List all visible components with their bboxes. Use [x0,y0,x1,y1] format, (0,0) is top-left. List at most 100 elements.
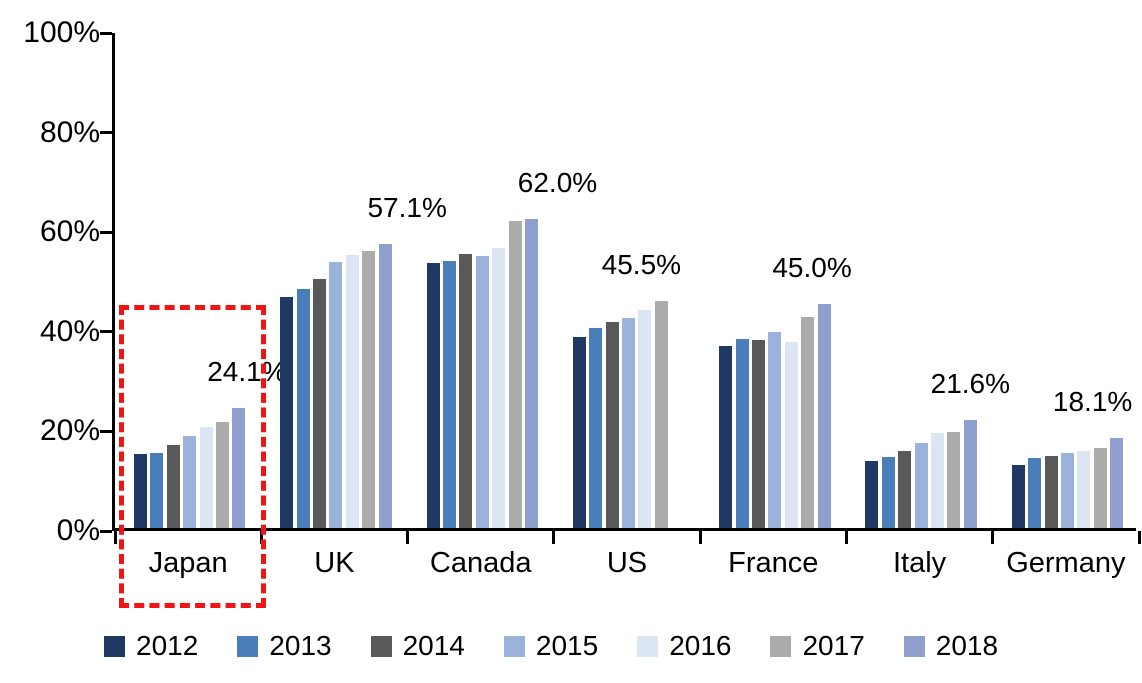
bar-italy-2013 [881,457,895,528]
bar-japan-2017 [216,422,229,528]
bar-germany-2012 [1011,465,1025,528]
category-label-italy: Italy [892,547,947,579]
category-label-canada: Canada [429,547,532,579]
data-label-us: 45.5% [601,249,682,281]
bar-japan-2018 [232,407,246,528]
legend-swatch-2017 [770,635,792,657]
highlight-box-japan [119,305,267,608]
y-axis-label: 20% [39,414,100,448]
bar-us-2015 [622,317,636,528]
bar-japan-2016 [199,426,213,528]
legend-label-2016: 2016 [669,630,732,661]
legend-swatch-2014 [370,635,392,657]
x-axis-tick [552,531,556,544]
bar-germany-2016 [1077,451,1091,528]
bar-uk-2014 [313,279,327,528]
bar-us-2017 [654,301,668,528]
bar-uk-2015 [329,262,343,528]
plot-area: 0% 20% 40% 60% 80% 100% Japan 24.1% UK 57.1% Canad… [23,16,1141,608]
legend-swatch-2013 [237,635,259,657]
bar-uk-2013 [296,288,310,528]
bar-group-germany [993,33,1139,528]
legend-swatch-2012 [104,635,125,657]
bar-canada-2015 [475,255,489,528]
legend-item-2014: 2014 [370,630,465,662]
y-axis-label: 80% [39,115,100,149]
y-axis-tick [100,429,112,433]
bar-us-2014 [605,322,619,528]
legend-label-2012: 2012 [136,630,199,661]
bar-france-2014 [751,339,765,528]
bar-us-2016 [638,310,652,528]
bar-uk-2016 [345,255,359,528]
bar-canada-2014 [459,254,473,528]
legend-item-2012: 2012 [104,630,198,662]
bar-japan-2015 [183,436,197,528]
bar-canada-2017 [508,221,522,528]
bar-group-japan [115,33,261,528]
legend-label-2015: 2015 [535,630,599,661]
x-axis-tick [991,531,995,544]
y-axis-tick [100,131,112,135]
legend: 2012 2013 2014 2015 2016 2017 2018 [104,630,998,662]
category-label-us: US [606,547,648,579]
bar-uk-2018 [378,243,392,528]
bar-canada-2013 [442,261,456,528]
data-label-uk: 57.1% [367,191,447,223]
y-axis-label: 60% [39,215,100,249]
x-axis-tick [113,531,117,544]
x-axis-tick [844,531,848,544]
bar-france-2016 [784,341,798,528]
legend-item-2017: 2017 [770,630,865,662]
bar-germany-2014 [1044,456,1058,528]
bar-italy-2014 [898,451,912,528]
bar-group-canada [408,33,554,528]
bar-japan-2012 [134,453,147,528]
y-axis-label: 40% [39,314,100,348]
bar-italy-2018 [963,420,977,528]
legend-item-2016: 2016 [637,630,731,662]
bar-italy-2017 [947,432,961,528]
data-label-france: 45.0% [772,251,852,283]
legend-swatch-2018 [903,635,925,657]
y-axis-tick [100,529,112,533]
category-label-germany: Germany [1006,547,1126,579]
legend-item-2015: 2015 [503,630,599,662]
bar-group-italy [846,33,992,528]
legend-item-2018: 2018 [903,630,999,662]
bar-france-2018 [817,303,831,528]
x-axis-tick [406,531,410,544]
data-label-germany: 18.1% [1052,385,1133,417]
legend-label-2018: 2018 [935,630,999,661]
bar-us-2013 [589,327,603,528]
bar-france-2015 [768,331,782,528]
data-label-italy: 21.6% [930,368,1011,400]
bar-canada-2018 [524,219,538,528]
data-label-japan: 24.1% [207,355,287,387]
bar-france-2012 [719,345,733,528]
bar-canada-2012 [426,263,440,528]
bar-italy-2015 [914,443,928,528]
bar-italy-2016 [931,433,945,528]
bar-germany-2013 [1028,458,1042,528]
bar-italy-2012 [865,461,879,528]
legend-label-2014: 2014 [402,630,465,661]
bar-germany-2015 [1060,453,1074,528]
y-axis-tick [100,31,112,35]
category-label-japan: Japan [148,547,228,579]
bar-us-2012 [572,337,586,528]
data-label-canada: 62.0% [517,167,598,199]
legend-swatch-2016 [637,635,659,657]
bar-france-2017 [801,316,815,528]
legend-item-2013: 2013 [237,630,332,662]
bar-france-2013 [735,338,749,528]
x-axis-tick [1137,531,1141,544]
bar-germany-2017 [1093,448,1107,528]
y-axis-tick [100,330,112,334]
bar-group-france [700,33,846,528]
bar-germany-2018 [1110,437,1124,528]
bar-japan-2014 [166,444,180,528]
legend-label-2013: 2013 [269,630,332,661]
legend-swatch-2015 [503,635,525,657]
